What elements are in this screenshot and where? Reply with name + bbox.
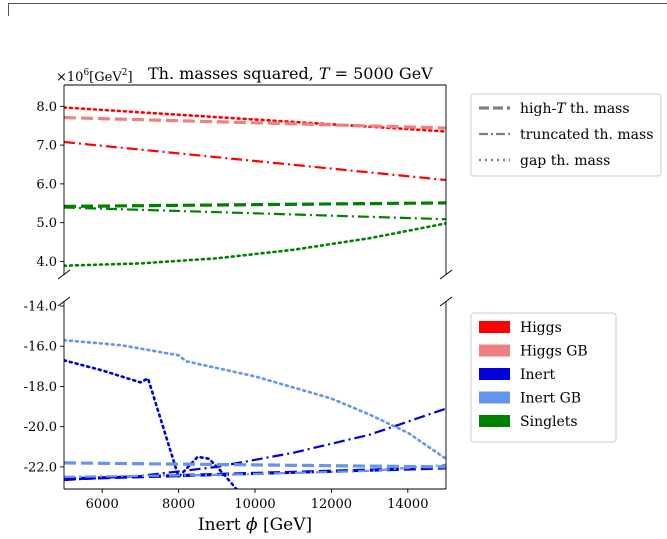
bottom-xtick-label: 6000 (86, 497, 119, 512)
bottom-ytick-label: -20.0 (24, 420, 57, 435)
legend-color-swatch (479, 368, 510, 380)
bottom-xtick-label: 14000 (387, 497, 428, 512)
bottom-series-2 (64, 358, 239, 489)
bottom-series-4 (64, 461, 446, 469)
bottom-xtick-label: 10000 (234, 497, 275, 512)
legend-color-swatch (479, 321, 510, 333)
bottom-series-group (64, 338, 446, 489)
bottom-panel: -22.0 -20.0 -18.0 -16.0 -14.0 6000 8000 10000 1… (24, 296, 453, 535)
legend-label: Inert GB (520, 391, 581, 407)
legend-label: Higgs (520, 320, 562, 336)
legend-label: Singlets (520, 414, 578, 430)
legend-color-swatch (479, 344, 510, 357)
bottom-ytick-label: -22.0 (24, 460, 57, 475)
legend-label: Higgs GB (520, 344, 588, 360)
top-ytick-label: 8.0 (36, 100, 57, 115)
top-series-3 (64, 116, 446, 130)
legend-label: gap th. mass (520, 153, 610, 169)
bottom-series-5 (64, 463, 446, 478)
top-ytick-label: 7.0 (36, 139, 57, 154)
top-y-ticks: 4.0 5.0 6.0 7.0 8.0 (36, 100, 64, 270)
bottom-series-6 (64, 338, 446, 461)
bottom-ytick-label: -16.0 (24, 340, 57, 355)
top-ytick-label: 4.0 (36, 255, 57, 270)
break-mark-right-top (439, 269, 453, 280)
legend-label: truncated th. mass (520, 127, 653, 143)
bottom-y-ticks: -22.0 -20.0 -18.0 -16.0 -14.0 (24, 300, 64, 475)
bottom-ytick-label: -14.0 (24, 300, 57, 315)
top-series-1 (64, 140, 446, 182)
chart-title: Th. masses squared, T = 5000 GeV (148, 64, 433, 83)
legend-color-swatch (479, 391, 510, 404)
bottom-xtick-label: 8000 (162, 497, 195, 512)
legend-color-swatch (479, 415, 510, 427)
break-mark-right-bottom (439, 296, 453, 307)
linestyle-legend-frame (470, 93, 662, 177)
top-series-group (64, 106, 446, 268)
top-series-4 (64, 201, 446, 208)
top-series-6 (64, 222, 446, 268)
top-panel: 4.0 5.0 6.0 7.0 8.0 ×106[GeV2] Th. masses sq… (36, 64, 453, 280)
x-axis-label: Inert ϕ [GeV] (198, 515, 312, 535)
top-ytick-label: 6.0 (36, 177, 57, 192)
legend-label: high-T th. mass (520, 101, 630, 117)
break-mark-left-bottom (57, 296, 71, 307)
bottom-x-ticks: 6000 8000 10000 12000 14000 (86, 489, 428, 512)
scale-label: ×106[GeV2] (56, 68, 133, 85)
bottom-xtick-label: 12000 (311, 497, 352, 512)
top-series-2 (64, 106, 446, 133)
break-mark-left-top (57, 269, 71, 280)
bottom-ytick-label: -18.0 (24, 380, 57, 395)
top-ytick-label: 5.0 (36, 216, 57, 231)
legend-label: Inert (520, 367, 556, 383)
color-legend: Higgs Higgs GB Inert Inert GB Singlets (470, 312, 617, 443)
top-series-5 (64, 206, 446, 221)
linestyle-legend: high-T th. mass truncated th. mass gap th.… (470, 93, 662, 177)
